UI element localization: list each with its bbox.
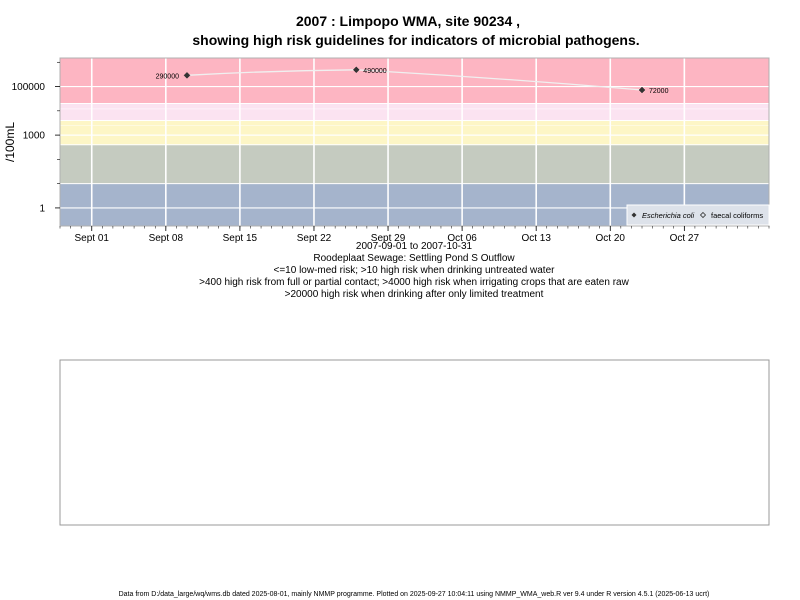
y-tick-label-1: 1000 (23, 131, 46, 142)
chart-title-line2: showing high risk guidelines for indicat… (192, 32, 639, 48)
risk-band-1 (60, 144, 769, 184)
legend-marker-faecal-coliforms (699, 211, 707, 219)
legend-marker-ecoli (631, 212, 637, 218)
data-points: 290000 490000 72000 (156, 66, 669, 95)
series0-point-label-2: 72000 (649, 88, 669, 95)
subtitle-line-1: 2007-09-01 to 2007-10-31 (356, 241, 473, 252)
risk-bands (60, 58, 769, 226)
x-tick-label-4: Sept 29 (371, 233, 406, 244)
x-tick-label-2: Sept 15 (223, 233, 258, 244)
y-axis: 1 1000 100000 (12, 61, 60, 214)
series0-point-label-0: 290000 (156, 73, 179, 80)
legend-box (626, 204, 770, 226)
risk-band-2 (60, 120, 769, 145)
x-tick-label-5: Oct 06 (447, 233, 477, 244)
empty-second-panel (59, 359, 770, 526)
legend-label-faecal-coliforms: faecal coliforms (711, 211, 763, 220)
x-tick-label-3: Sept 22 (297, 233, 332, 244)
risk-band-4 (60, 58, 769, 104)
subtitle-line-5: >20000 high risk when drinking after onl… (285, 289, 544, 300)
risk-band-3 (60, 103, 769, 121)
series0-point-1 (352, 66, 360, 74)
legend: Escherichia coli faecal coliforms (626, 204, 770, 226)
x-tick-label-0: Sept 01 (75, 233, 110, 244)
series0-point-2 (638, 86, 646, 94)
x-tick-label-8: Oct 27 (670, 233, 700, 244)
y-axis-label: /100mL (3, 122, 17, 162)
series0-point-0 (183, 71, 191, 79)
subtitle-line-4: >400 high risk from full or partial cont… (199, 277, 629, 288)
y-tick-label-2: 100000 (12, 82, 46, 93)
y-tick-label-0: 1 (39, 203, 45, 214)
x-tick-label-1: Sept 08 (149, 233, 184, 244)
legend-label-ecoli: Escherichia coli (642, 211, 694, 220)
series0-point-label-1: 490000 (363, 68, 386, 75)
subtitle-line-3: <=10 low-med risk; >10 high risk when dr… (274, 265, 556, 276)
x-axis: Sept 01 Sept 08 Sept 15 Sept 22 Sept 29 Oct 0… (59, 226, 770, 244)
ecoli-trend-path (186, 69, 643, 91)
subtitle-line-2: Roodeplaat Sewage: Settling Pond S Outfl… (313, 253, 515, 264)
footer-note: Data from D:/data_large/wq/wms.db dated … (119, 591, 710, 598)
trend-line (186, 69, 643, 91)
x-tick-label-6: Oct 13 (521, 233, 551, 244)
chart-title-line1: 2007 : Limpopo WMA, site 90234 , (296, 13, 520, 29)
x-tick-label-7: Oct 20 (596, 233, 626, 244)
plot-frame (59, 57, 770, 227)
